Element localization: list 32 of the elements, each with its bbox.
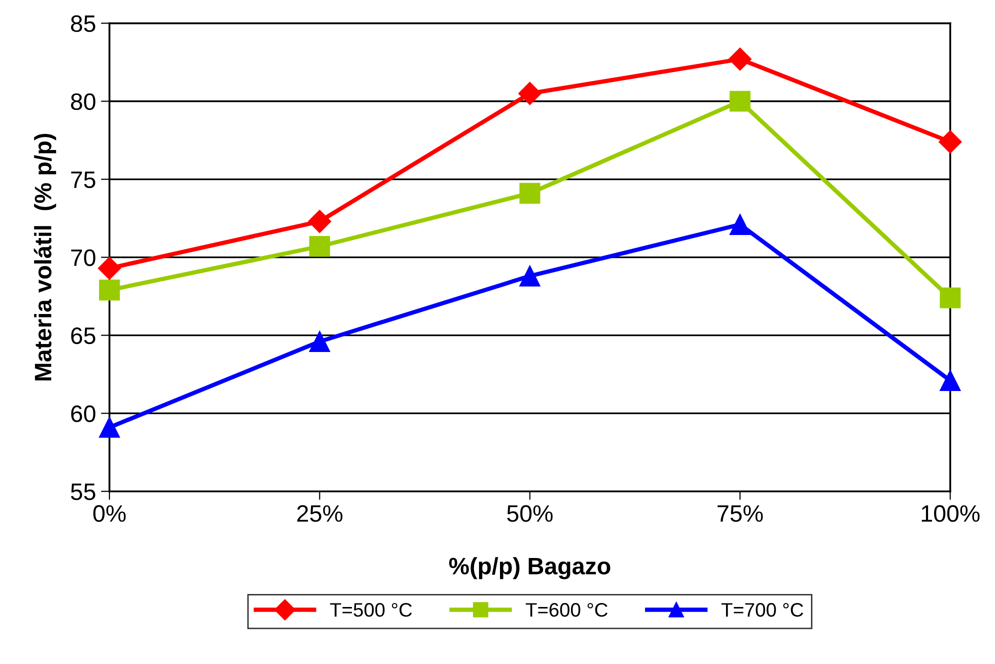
point (99, 416, 120, 438)
point (940, 370, 961, 391)
point (309, 331, 330, 352)
point (730, 214, 750, 235)
y-tick-label: 60 (71, 405, 96, 422)
y-tick-label: 85 (71, 15, 96, 32)
x-tick-label: 0% (93, 505, 126, 522)
y-axis-title: Materia volátil (% p/p) (34, 134, 56, 380)
point (518, 82, 542, 105)
point (940, 287, 961, 308)
y-tick-label: 80 (71, 93, 96, 110)
x-tick-label: 100% (922, 505, 980, 522)
x-axis-title: %(p/p) Bagazo (449, 557, 610, 580)
x-tick-label: 75% (718, 505, 763, 522)
legend-label: T=600 °C (526, 602, 608, 617)
x-tick-label: 25% (297, 505, 342, 522)
legend-label: T=500 °C (330, 602, 412, 617)
y-tick-label: 55 (70, 484, 96, 500)
point (308, 210, 332, 233)
point (99, 280, 120, 300)
point (730, 90, 750, 112)
point (519, 182, 540, 204)
y-tick-label: 65 (71, 327, 96, 344)
point (519, 266, 540, 286)
point (309, 236, 330, 257)
point (98, 256, 121, 280)
point (938, 130, 962, 154)
y-tick-label: 70 (71, 249, 96, 266)
x-tick-label: 50% (507, 505, 553, 522)
y-tick-label: 75 (71, 172, 96, 188)
legend-label: T=700 °C (721, 602, 804, 617)
point (728, 48, 752, 71)
